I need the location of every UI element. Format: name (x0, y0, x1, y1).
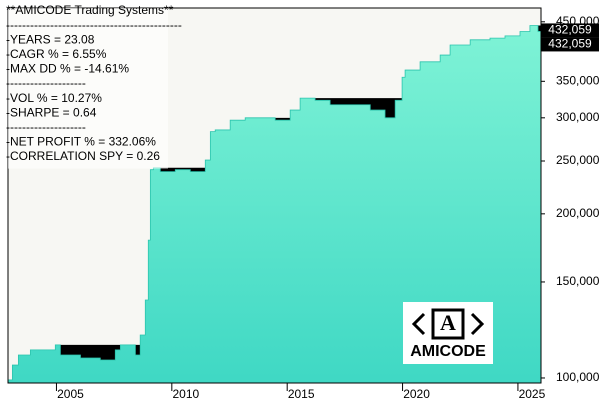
annotation: -VOL % = 10.27% (6, 91, 102, 105)
annotation: -SHARPE = 0.64 (6, 105, 97, 119)
logo-square (431, 308, 465, 340)
last-value-box (541, 23, 599, 38)
equity-line (8, 25, 541, 381)
annotation: -------------------- (6, 76, 86, 90)
annotation: -CAGR % = 6.55% (6, 47, 107, 61)
equity-area (8, 25, 541, 384)
y-tick-label: 350,000 (556, 73, 600, 87)
annotation: -MAX DD % = -14.61% (6, 62, 129, 76)
annotation: -YEARS = 23.08 (6, 32, 95, 46)
y-tick-label: 150,000 (556, 274, 600, 288)
last-value-label: 432,059 (548, 23, 592, 37)
y-tick-label: 200,000 (556, 206, 600, 220)
logo-box (403, 302, 493, 364)
logo-mark: A (440, 310, 456, 335)
last-value-box (541, 37, 599, 52)
annotation: -CORRELATION SPY = 0.26 (6, 149, 160, 163)
y-tick-label: 250,000 (556, 153, 600, 167)
annotation: ----------------------------------------… (6, 18, 182, 32)
logo-text: AMICODE (410, 343, 486, 360)
last-value-label: 432,059 (548, 37, 592, 51)
note-background (8, 8, 168, 169)
annotation: -NET PROFIT % = 332.06% (6, 135, 156, 149)
annotation: **AMICODE Trading Systems** (6, 3, 174, 17)
annotation: -------------------- (6, 120, 86, 134)
y-tick-label: 300,000 (556, 110, 600, 124)
y-tick-label: 100,000 (556, 370, 600, 384)
x-tick-label: 2015 (288, 387, 315, 401)
plot-frame (7, 7, 542, 384)
x-tick-label: 2020 (403, 387, 430, 401)
logo: A AMICODE (403, 302, 493, 364)
x-tick-label: 2005 (57, 387, 84, 401)
x-tick-label: 2010 (172, 387, 199, 401)
x-tick-label: 2025 (519, 387, 546, 401)
logo-brackets (411, 312, 485, 336)
